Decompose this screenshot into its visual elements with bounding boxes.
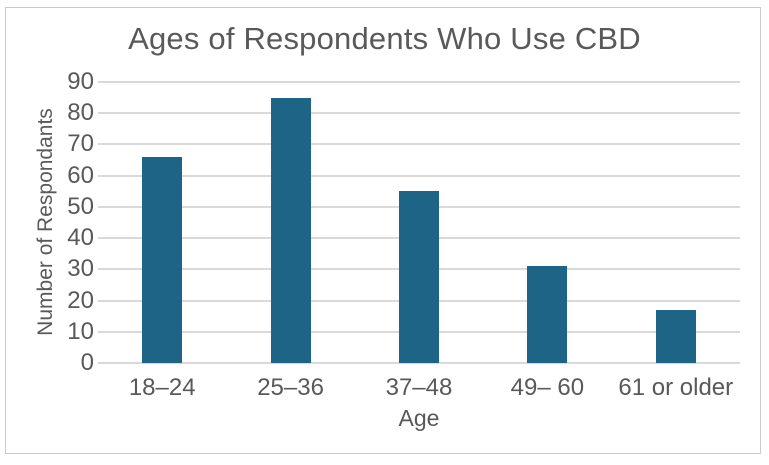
- y-tick-label-0: 0: [80, 349, 94, 376]
- gridline-y-0: [98, 362, 740, 364]
- x-tick-label-37–48: 37–48: [385, 374, 453, 401]
- gridline-y-80: [98, 112, 740, 115]
- gridline-y-90: [98, 81, 740, 83]
- chart-title: Ages of Respondents Who Use CBD: [128, 21, 641, 56]
- bar-18–24: [142, 156, 183, 363]
- y-tick-label-80: 80: [67, 99, 94, 127]
- x-tick-label-25–36: 25–36: [257, 374, 324, 401]
- y-tick-label-70: 70: [67, 130, 94, 158]
- x-tick-label-18–24: 18–24: [128, 374, 196, 401]
- y-tick-label-50: 50: [67, 192, 94, 220]
- x-tick-label-49– 60: 49– 60: [510, 374, 585, 401]
- x-axis-title: Age: [398, 405, 440, 431]
- y-tick-label-60: 60: [67, 161, 94, 189]
- y-tick-label-40: 40: [67, 224, 94, 252]
- bar-61 or older: [655, 309, 696, 363]
- bar-37–48: [399, 191, 439, 363]
- gridline-y-60: [98, 174, 740, 177]
- y-tick-label-90: 90: [67, 68, 94, 95]
- x-tick-label-61 or older: 61 or older: [618, 374, 734, 401]
- bar-49– 60: [527, 266, 568, 363]
- y-tick-label-30: 30: [67, 255, 94, 283]
- gridline-y-70: [98, 143, 740, 146]
- y-tick-label-10: 10: [67, 317, 94, 345]
- bar-25–36: [270, 97, 311, 363]
- y-tick-label-20: 20: [67, 286, 94, 314]
